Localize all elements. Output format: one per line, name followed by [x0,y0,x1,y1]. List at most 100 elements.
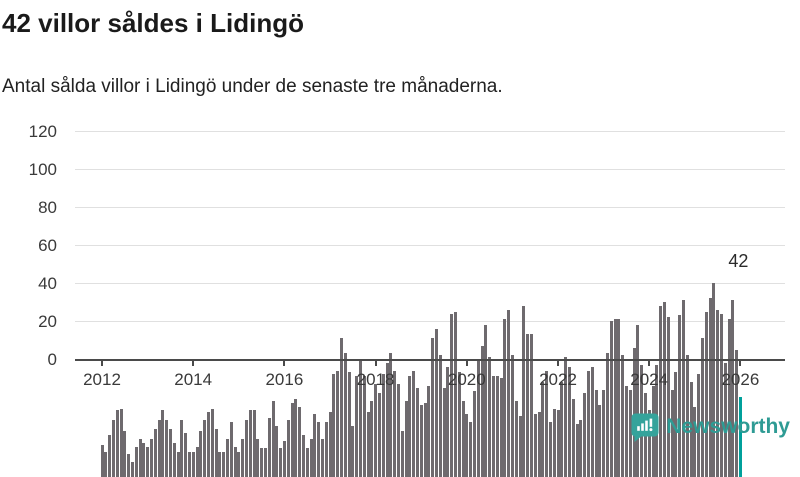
bar [135,447,138,477]
bar [625,386,628,477]
bar [116,410,119,477]
bar [256,439,259,477]
bar [397,384,400,477]
x-tick-label: 2022 [539,370,577,389]
bar [408,376,411,477]
page-title: 42 villor såldes i Lidingö [2,8,304,38]
bar [614,319,617,477]
x-tick-mark [648,360,651,366]
x-tick-mark [101,360,103,366]
x-tick-mark [374,360,377,366]
bar [203,420,206,477]
bar [553,409,556,477]
bar [237,452,240,477]
bar [218,452,221,477]
bar [659,306,662,477]
bar [526,334,529,477]
bar [591,367,594,477]
bar [484,325,487,477]
bar [249,410,252,477]
bar [169,429,172,477]
bar [294,399,297,477]
bar [507,310,510,477]
bar-series [75,249,787,477]
bar [313,414,316,477]
x-tick-label: 2018 [356,370,395,389]
x-tick-mark [739,360,742,366]
bar [602,390,605,477]
bar [648,410,651,477]
bar [355,376,358,477]
bar [279,448,282,477]
bar [606,353,609,477]
bar [663,302,666,477]
bar [583,393,586,477]
gridline [75,130,785,132]
bar [226,439,229,477]
bar [245,420,248,477]
bar [199,431,202,477]
bar [332,374,335,477]
x-tick-label: 2016 [265,370,304,389]
bar [564,357,567,477]
bar [192,452,195,477]
bar [150,439,153,477]
bar [165,420,168,477]
bar [735,350,738,477]
bar [378,393,381,477]
bar [146,447,149,477]
bar [241,439,244,477]
bar [731,300,734,477]
x-tick-label: 2012 [83,370,121,389]
bar [161,410,164,477]
bar [180,420,183,477]
chart-subtitle: Antal sålda villor i Lidingö under de se… [2,76,503,97]
bar [610,321,613,477]
bar [427,386,430,477]
highlight-value-label: 42 [728,251,749,272]
bar [728,319,731,477]
bar [351,426,354,477]
bar [530,334,533,477]
bar [374,384,377,477]
x-tick-mark [192,360,195,366]
bar [545,371,548,477]
bar [671,390,674,477]
bar [120,409,123,477]
bar [724,363,727,477]
bar [488,357,491,477]
bar [336,371,339,477]
bar [481,346,484,477]
bar [598,405,601,477]
bar [340,338,343,477]
bar [112,420,115,477]
bar [321,439,324,477]
bar [678,315,681,477]
gridline [75,320,785,322]
gridline [75,282,785,284]
bar [158,420,161,477]
bar [674,372,677,477]
bar [154,429,157,477]
bar [283,441,286,477]
bar [416,388,419,477]
bar [690,382,693,477]
bar [686,355,689,477]
y-tick-label: 120 [28,121,57,141]
bar [705,312,708,477]
bar [560,382,563,477]
bar [306,448,309,477]
bar [462,401,465,477]
bar [701,338,704,477]
y-tick-label: 100 [28,159,57,179]
bar [389,353,392,477]
bar [207,412,210,477]
bar [272,401,275,477]
bar [712,283,715,477]
bar [538,412,541,477]
bar [424,403,427,477]
bar [511,355,514,477]
bar [446,367,449,477]
bar [519,416,522,477]
gridline [75,206,785,208]
